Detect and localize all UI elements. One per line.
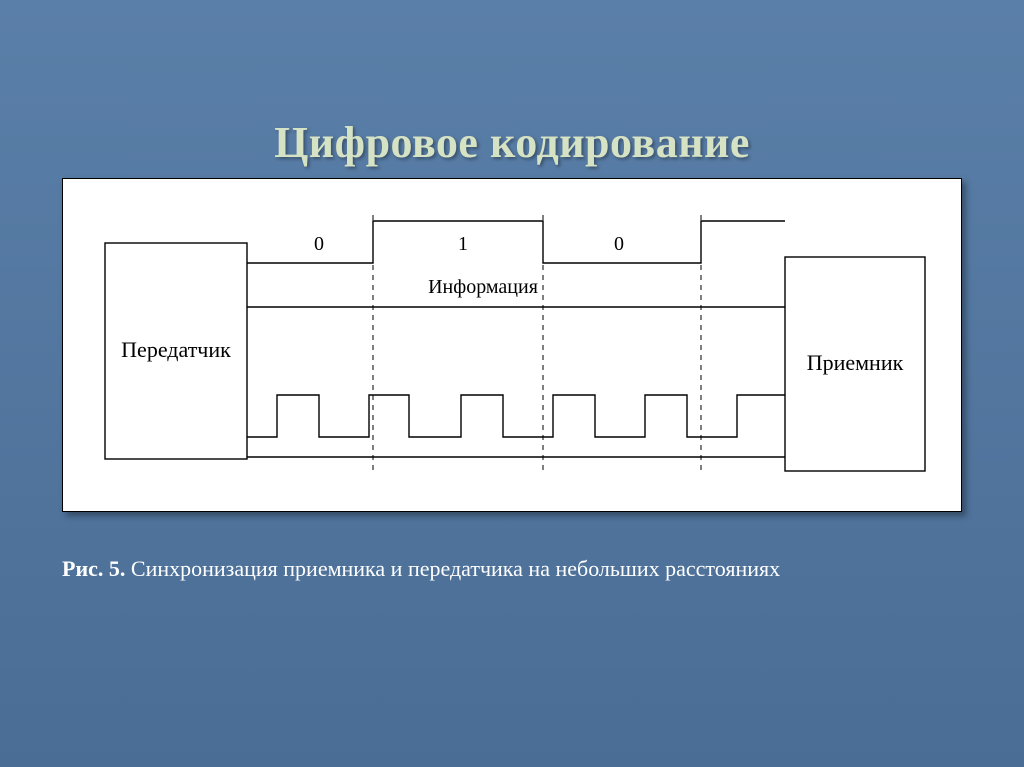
receiver-label: Приемник	[807, 350, 904, 375]
caption-prefix: Рис. 5.	[62, 556, 125, 581]
transmitter-label: Передатчик	[121, 337, 231, 362]
slide: Цифровое кодирование Передатчик Приемник 0…	[0, 0, 1024, 767]
info-bit-0: 0	[314, 233, 324, 255]
sync-diagram: Передатчик Приемник 0 1 0 Информация	[63, 179, 963, 513]
slide-title: Цифровое кодирование	[0, 117, 1024, 168]
info-bit-1: 1	[458, 233, 468, 255]
diagram-panel: Передатчик Приемник 0 1 0 Информация	[62, 178, 962, 512]
clock-signal	[247, 395, 785, 437]
info-label: Информация	[428, 276, 538, 298]
info-bit-2: 0	[614, 233, 624, 255]
info-signal-top	[247, 221, 785, 263]
caption-text: Синхронизация приемника и передатчика на…	[125, 556, 780, 581]
figure-caption: Рис. 5. Синхронизация приемника и переда…	[62, 556, 962, 582]
